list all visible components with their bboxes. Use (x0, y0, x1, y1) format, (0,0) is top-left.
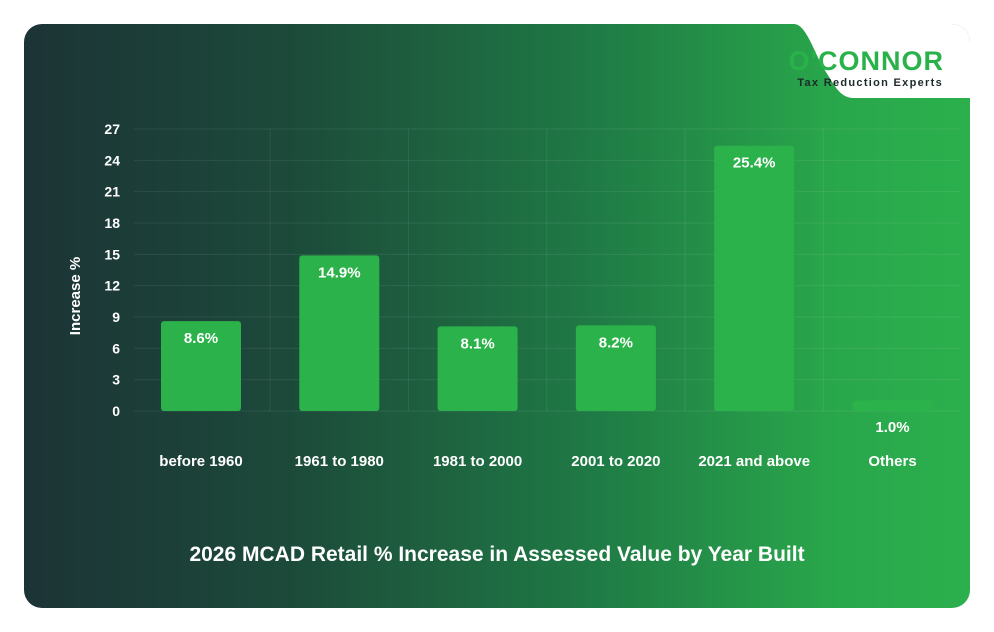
chart-title: 2026 MCAD Retail % Increase in Assessed … (189, 543, 804, 566)
grid-lines (134, 128, 960, 412)
bar (437, 326, 518, 411)
x-category-label: before 1960 (159, 453, 242, 470)
y-tick-label: 15 (104, 246, 120, 262)
data-labels: 8.6% 14.9% 8.1% 8.2% 25.4% 1.0% (184, 155, 910, 436)
x-category-label: 2001 to 2020 (571, 453, 660, 470)
y-tick-label: 9 (112, 309, 120, 325)
y-tick-label: 24 (104, 152, 120, 168)
logo-tab (794, 24, 970, 98)
data-label: 8.6% (184, 330, 218, 347)
data-label: 14.9% (318, 264, 361, 281)
y-tick-label: 18 (104, 215, 120, 231)
data-label: 25.4% (733, 155, 776, 172)
data-label: 1.0% (875, 419, 909, 436)
x-category-label: Others (868, 453, 916, 470)
bar (299, 255, 380, 411)
y-tick-label: 0 (112, 403, 120, 419)
y-axis-label: Increase % (67, 257, 84, 335)
x-category-label: 1961 to 1980 (295, 453, 384, 470)
y-tick-label: 6 (112, 340, 120, 356)
y-tick-label: 21 (104, 184, 120, 200)
bar (161, 321, 241, 411)
x-axis-categories: before 1960 1961 to 1980 1981 to 2000 2001 … (159, 453, 916, 470)
y-axis-ticks: 0 3 6 9 12 15 18 21 24 27 (104, 121, 120, 419)
chart-card: O'CONNOR Tax Reduction Experts 0 3 6 9 12 15 1… (24, 24, 970, 608)
y-tick-label: 3 (112, 372, 120, 388)
x-category-label: 2021 and above (698, 453, 810, 470)
bar (714, 145, 795, 411)
y-tick-label: 12 (104, 278, 120, 294)
y-tick-label: 27 (104, 121, 120, 137)
bar (852, 400, 933, 411)
logo-wordmark: O'CONNOR (788, 46, 944, 76)
bar (575, 325, 656, 411)
data-label: 8.1% (460, 335, 494, 352)
data-label: 8.2% (599, 334, 633, 351)
bar-chart: 0 3 6 9 12 15 18 21 24 27 8.6% 14.9% 8.1% 8.2% 25.4% 1… (67, 121, 960, 566)
bars (161, 145, 933, 411)
logo-tagline: Tax Reduction Experts (797, 77, 943, 89)
x-category-label: 1981 to 2000 (433, 453, 522, 470)
